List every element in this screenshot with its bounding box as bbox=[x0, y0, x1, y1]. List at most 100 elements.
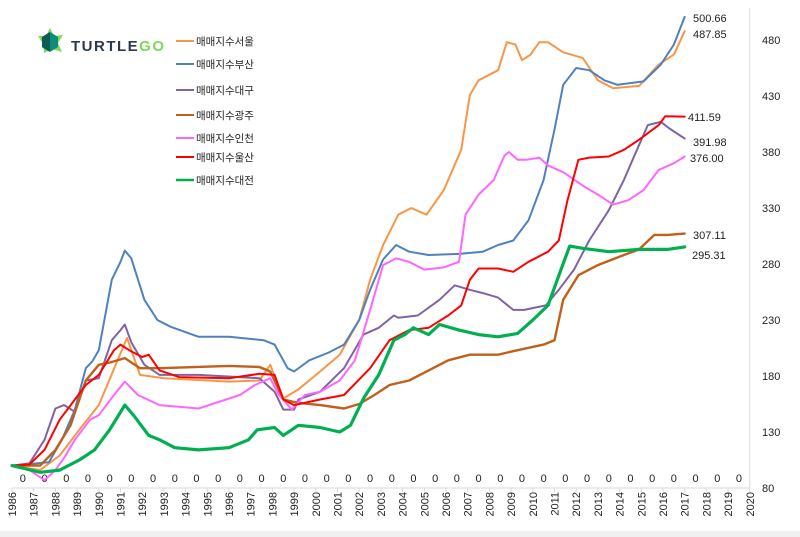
series-line-1 bbox=[11, 30, 686, 472]
bottom-data-label: 0 bbox=[20, 473, 26, 485]
x-tick-label: 2012 bbox=[571, 492, 583, 516]
x-tick-label: 1987 bbox=[29, 492, 41, 516]
x-tick-label: 2002 bbox=[354, 492, 366, 516]
bottom-data-label: 0 bbox=[649, 473, 655, 485]
end-value-label: 376.00 bbox=[690, 153, 724, 165]
x-tick-label: 1991 bbox=[116, 492, 128, 516]
y-tick-label: 80 bbox=[762, 483, 774, 495]
y-tick-label: 280 bbox=[762, 259, 780, 271]
x-tick-label: 1993 bbox=[159, 492, 171, 516]
svg-text:TURTLEGO: TURTLEGO bbox=[71, 38, 166, 55]
end-value-label: 487.85 bbox=[693, 29, 727, 41]
legend-label: 매매지수인천 bbox=[196, 133, 254, 145]
y-tick-label: 480 bbox=[762, 35, 780, 47]
bottom-data-label: 0 bbox=[627, 473, 633, 485]
x-tick-label: 2005 bbox=[419, 492, 431, 516]
x-tick-label: 2015 bbox=[636, 492, 648, 516]
bottom-data-label: 0 bbox=[128, 473, 134, 485]
x-tick-label: 1989 bbox=[72, 492, 84, 516]
bottom-data-label: 0 bbox=[215, 473, 221, 485]
bottom-data-label: 0 bbox=[606, 473, 612, 485]
bottom-data-label: 0 bbox=[193, 473, 199, 485]
y-tick-label: 330 bbox=[762, 203, 780, 215]
x-tick-label: 2007 bbox=[463, 492, 475, 516]
x-tick-label: 1997 bbox=[246, 492, 258, 516]
bottom-data-label: 0 bbox=[410, 473, 416, 485]
x-tick-label: 1990 bbox=[94, 492, 106, 516]
bottom-data-label: 0 bbox=[258, 473, 264, 485]
logo-text-main: TURTLE bbox=[71, 38, 139, 55]
x-tick-label: 2018 bbox=[701, 492, 713, 516]
logo-text-accent: GO bbox=[139, 38, 165, 55]
x-tick-label: 2009 bbox=[506, 492, 518, 516]
x-tick-label: 1988 bbox=[50, 492, 62, 516]
x-tick-label: 1992 bbox=[137, 492, 149, 516]
legend-label: 매매지수대전 bbox=[196, 175, 254, 187]
bottom-data-label: 0 bbox=[85, 473, 91, 485]
x-tick-label: 2008 bbox=[484, 492, 496, 516]
end-value-label: 500.66 bbox=[693, 13, 727, 25]
legend: 매매지수서울매매지수부산매매지수대구매매지수광주매매지수인천매매지수울산매매지수… bbox=[176, 36, 254, 187]
x-tick-label: 2019 bbox=[723, 492, 735, 516]
series-line-4 bbox=[10, 232, 686, 467]
x-tick-label: 1998 bbox=[267, 492, 279, 516]
bottom-data-label: 0 bbox=[497, 473, 503, 485]
x-tick-label: 1986 bbox=[7, 492, 19, 516]
end-value-label: 391.98 bbox=[693, 137, 727, 149]
bottom-data-label: 0 bbox=[280, 473, 286, 485]
y-tick-label: 130 bbox=[762, 427, 780, 439]
logo-shell-shade bbox=[42, 32, 50, 52]
legend-label: 매매지수광주 bbox=[196, 110, 254, 122]
y-tick-label: 430 bbox=[762, 91, 780, 103]
bottom-data-label: 0 bbox=[237, 473, 243, 485]
bottom-data-label: 0 bbox=[562, 473, 568, 485]
bottom-data-label: 0 bbox=[302, 473, 308, 485]
series-line-5 bbox=[11, 151, 686, 482]
bottom-data-label: 0 bbox=[172, 473, 178, 485]
legend-label: 매매지수서울 bbox=[196, 36, 254, 48]
series-line-7 bbox=[10, 244, 687, 474]
bottom-data-label: 0 bbox=[324, 473, 330, 485]
y-tick-label: 380 bbox=[762, 147, 780, 159]
bottom-data-label: 0 bbox=[389, 473, 395, 485]
end-value-labels: 500.66 487.85 391.98 307.11 376.00 411.59 295.… bbox=[688, 13, 727, 262]
x-tick-label: 2014 bbox=[615, 492, 627, 516]
y-tick-label: 180 bbox=[762, 371, 780, 383]
bottom-data-label: 0 bbox=[519, 473, 525, 485]
bottom-data-label: 0 bbox=[736, 473, 742, 485]
x-tick-label: 2017 bbox=[680, 492, 692, 516]
bottom-data-label: 0 bbox=[432, 473, 438, 485]
x-tick-label: 1995 bbox=[202, 492, 214, 516]
series-lines bbox=[10, 15, 687, 482]
x-tick-label: 1996 bbox=[224, 492, 236, 516]
x-tick-label: 2016 bbox=[658, 492, 670, 516]
axes: 80 130 180 230 280 330 380 430 480 1986 1987 1988 19… bbox=[7, 8, 780, 516]
x-tick-label: 2003 bbox=[376, 492, 388, 516]
bottom-data-label: 0 bbox=[714, 473, 720, 485]
legend-label: 매매지수울산 bbox=[196, 152, 254, 164]
end-value-label: 295.31 bbox=[692, 250, 726, 262]
bottom-data-label: 0 bbox=[584, 473, 590, 485]
bottom-data-label: 0 bbox=[150, 473, 156, 485]
legend-label: 매매지수대구 bbox=[196, 85, 254, 97]
bottom-data-label: 0 bbox=[692, 473, 698, 485]
x-tick-label: 2004 bbox=[398, 492, 410, 516]
y-tick-label: 230 bbox=[762, 315, 780, 327]
end-value-label: 307.11 bbox=[693, 230, 726, 242]
legend-label: 매매지수부산 bbox=[196, 59, 254, 71]
bottom-data-label: 0 bbox=[475, 473, 481, 485]
x-tick-label: 2020 bbox=[745, 492, 757, 516]
bottom-data-label: 0 bbox=[63, 473, 69, 485]
end-value-label: 411.59 bbox=[688, 112, 721, 124]
bottom-data-label: 0 bbox=[345, 473, 351, 485]
x-tick-label: 2010 bbox=[528, 492, 540, 516]
x-tick-label: 2000 bbox=[311, 492, 323, 516]
x-tick-label: 2013 bbox=[593, 492, 605, 516]
x-tick-label: 2011 bbox=[550, 492, 562, 516]
bottom-data-label: 0 bbox=[367, 473, 373, 485]
x-tick-label: 1999 bbox=[289, 492, 301, 516]
bottom-data-label: 0 bbox=[454, 473, 460, 485]
bottom-data-label: 0 bbox=[541, 473, 547, 485]
series-line-2 bbox=[11, 15, 686, 467]
